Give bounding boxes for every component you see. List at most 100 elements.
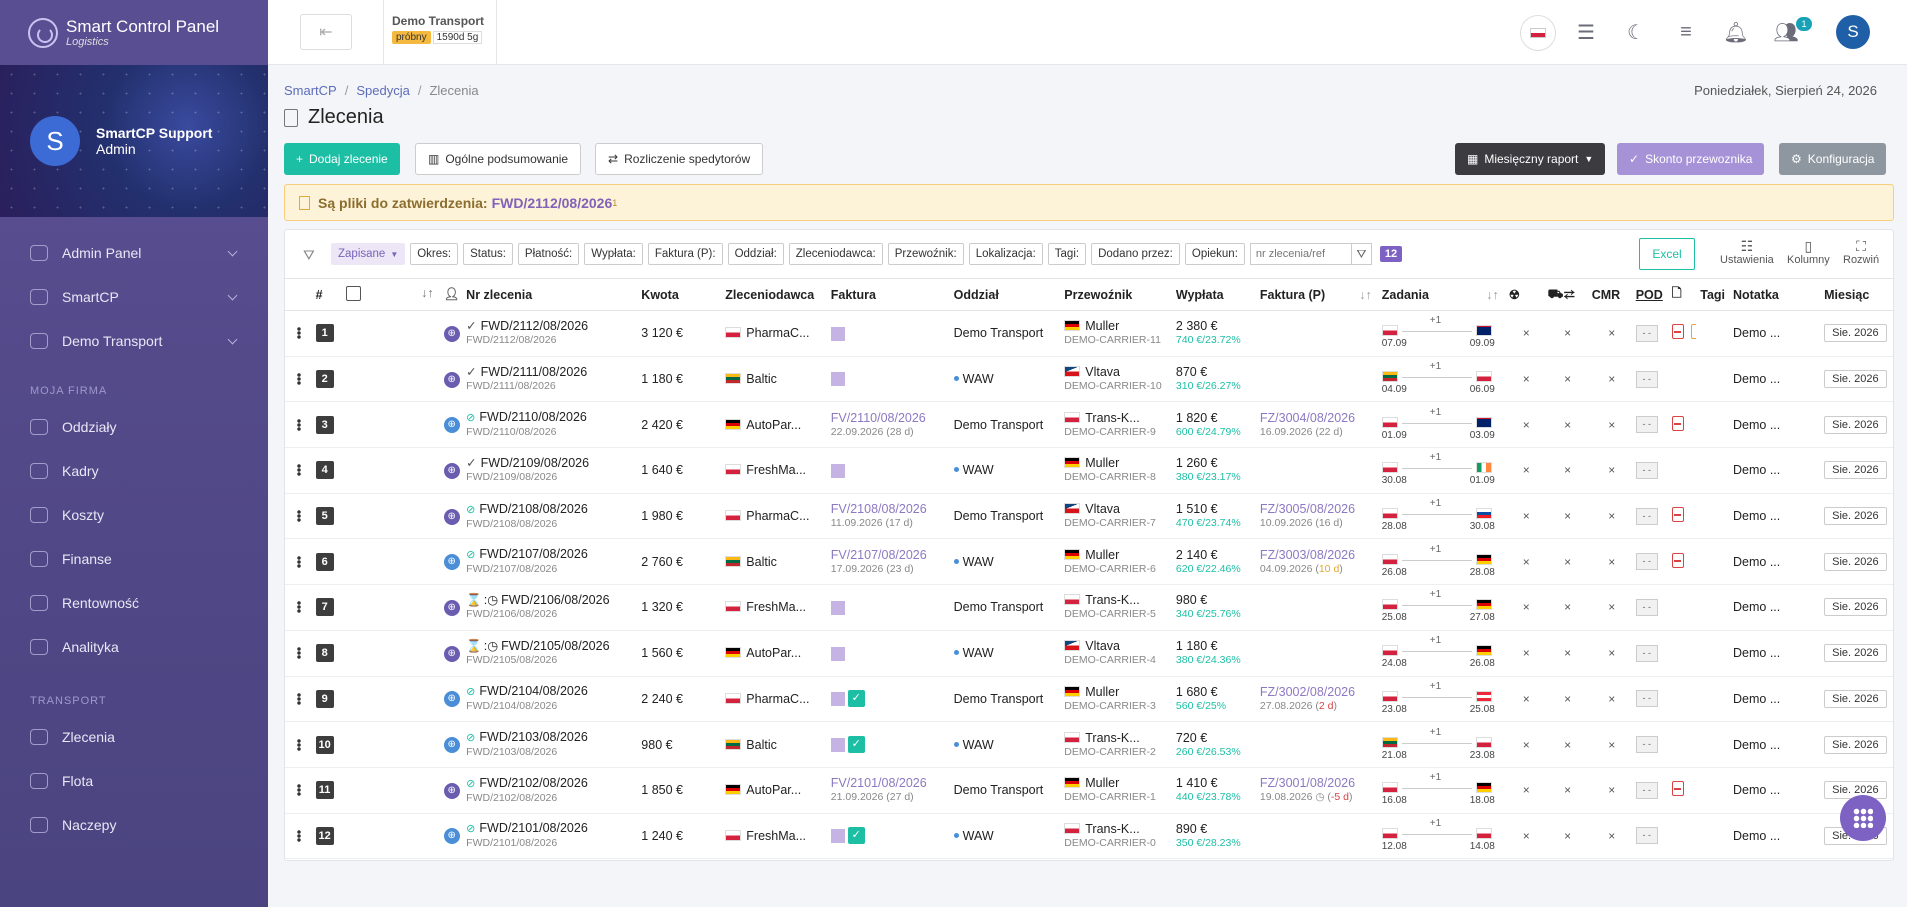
breadcrumb-spedycja[interactable]: Spedycja [356,83,410,98]
row-menu-icon[interactable] [297,601,301,614]
sidebar-item-naczepy[interactable]: Naczepy [0,803,268,847]
row-menu-icon[interactable] [297,464,301,477]
skonto-button[interactable]: ✓ Skonto przewoznika [1617,143,1765,175]
filter-chip[interactable]: Oddział: [727,243,784,265]
route[interactable]: +1 30.08 01.09 [1381,452,1495,488]
route[interactable]: +1 25.08 27.08 [1381,589,1495,625]
month-button[interactable]: Sie. 2026 [1824,324,1887,343]
table-row[interactable]: 2 ⊕ ✓ FWD/2111/08/2026 FWD/2111/08/2026 1 … [285,356,1893,403]
sidebar-item-rentowność[interactable]: Rentowność [0,581,268,625]
month-button[interactable]: Sie. 2026 [1824,689,1887,708]
col-branch[interactable]: Oddział [949,278,1061,311]
carrier-name[interactable]: Trans-K... [1085,821,1140,836]
carrier-name[interactable]: Vltava [1085,639,1121,654]
carrier-invoice-link[interactable]: FZ/3002/08/2026 [1259,684,1356,699]
pdf-icon[interactable] [1671,324,1684,340]
users-icon[interactable]: 👥︎ [1773,21,1799,44]
invoice-placeholder[interactable] [830,326,845,341]
col-tags[interactable]: Tagi [1696,278,1729,311]
pod-status[interactable]: - - [1635,370,1658,388]
summary-button[interactable]: ▥ Ogólne podsumowanie [415,143,582,175]
table-row[interactable]: 6 ⊕ ⊘ FWD/2107/08/2026 FWD/2107/08/2026 2 … [285,538,1893,586]
order-number[interactable]: FWD/2104/08/2026 [479,684,588,699]
row-menu-icon[interactable] [297,692,301,705]
alert-order-link[interactable]: FWD/2112/08/2026 [491,194,613,211]
carrier-name[interactable]: Muller [1085,776,1120,791]
table-row[interactable]: 4 ⊕ ✓ FWD/2109/08/2026 FWD/2109/08/2026 1 … [285,447,1893,494]
brand[interactable]: Smart Control Panel Logistics [0,0,268,65]
avatar[interactable]: S [30,116,80,166]
route[interactable]: +1 01.09 03.09 [1381,407,1495,443]
route[interactable]: +1 07.09 09.09 [1381,315,1495,351]
month-button[interactable]: Sie. 2026 [1824,507,1887,526]
order-number[interactable]: FWD/2112/08/2026 [480,319,589,334]
order-number[interactable]: FWD/2109/08/2026 [480,456,590,471]
order-number[interactable]: FWD/2103/08/2026 [479,730,588,745]
select-all-checkbox[interactable]: ↓↑ [342,278,440,311]
excel-export-button[interactable]: Excel [1639,238,1695,270]
col-order-number[interactable]: Nr zlecenia [462,278,638,311]
col-amount[interactable]: Kwota [637,278,722,311]
invoice-approved-icon[interactable]: ✓ [847,827,865,845]
filter-chip[interactable]: Faktura (P): [647,243,723,265]
pod-status[interactable]: - - [1635,736,1658,754]
invoice-approved-icon[interactable]: ✓ [847,736,865,754]
table-row[interactable]: 5 ⊕ ⊘ FWD/2108/08/2026 FWD/2108/08/2026 1 … [285,493,1893,540]
route[interactable]: +1 23.08 25.08 [1381,681,1495,717]
month-button[interactable]: Sie. 2026 [1824,644,1887,663]
invoice-link[interactable]: FV/2110/08/2026 [830,410,926,425]
row-menu-icon[interactable] [297,784,301,797]
order-number[interactable]: FWD/2105/08/2026 [501,639,610,654]
month-button[interactable]: Sie. 2026 [1824,415,1887,434]
invoice-placeholder[interactable] [830,646,845,661]
row-menu-icon[interactable] [297,418,301,431]
row-menu-icon[interactable] [297,738,301,751]
filter-chip[interactable]: Lokalizacja: [968,243,1043,265]
table-row[interactable]: 11 ⊕ ⊘ FWD/2102/08/2026 FWD/2102/08/2026 1… [285,767,1893,814]
filter-chip[interactable]: Zleceniodawca: [788,243,883,265]
carrier-name[interactable]: Trans-K... [1085,593,1140,608]
pod-status[interactable]: - - [1635,324,1658,342]
monthly-report-button[interactable]: ▦ Miesięczny raport ▼ [1455,143,1606,175]
invoice-placeholder[interactable] [830,372,845,387]
filter-chip[interactable]: Status: [463,243,513,265]
row-menu-icon[interactable] [297,555,301,568]
carrier-name[interactable]: Muller [1085,319,1120,334]
order-number[interactable]: FWD/2108/08/2026 [479,501,588,516]
sidebar-item-zlecenia[interactable]: Zlecenia [0,715,268,759]
sidebar-item-finanse[interactable]: Finanse [0,537,268,581]
table-row[interactable]: 8 ⊕ ⌛:◷ FWD/2105/08/2026 FWD/2105/08/2026 … [285,630,1893,677]
col-payout[interactable]: Wypłata [1171,278,1256,311]
company-switcher[interactable]: Demo Transport próbny 1590d 5g [383,0,497,65]
carrier-name[interactable]: Vltava [1085,502,1121,517]
filter-chip[interactable]: Przewoźnik: [887,243,964,265]
month-button[interactable]: Sie. 2026 [1824,552,1887,571]
col-client[interactable]: Zleceniodawca [721,278,827,311]
language-button[interactable] [1520,15,1556,51]
saved-filters-dropdown[interactable]: Zapisane ▼ [331,243,406,265]
invoice-placeholder[interactable] [830,463,845,478]
pdf-icon[interactable] [1671,552,1684,568]
route[interactable]: +1 24.08 26.08 [1381,635,1495,671]
row-menu-icon[interactable] [297,829,301,842]
filter-chip[interactable]: Dodano przez: [1091,243,1180,265]
menu-icon[interactable]: ≡ [1680,20,1692,43]
carrier-invoice-link[interactable]: FZ/3003/08/2026 [1259,547,1356,562]
carrier-invoice-link[interactable]: FZ/3004/08/2026 [1259,410,1356,425]
route[interactable]: +1 28.08 30.08 [1381,498,1495,534]
pod-status[interactable]: - - [1635,507,1658,525]
carrier-name[interactable]: Trans-K... [1085,730,1140,745]
pod-status[interactable]: - - [1635,781,1658,799]
carrier-name[interactable]: Muller [1085,456,1120,471]
order-number[interactable]: FWD/2107/08/2026 [479,547,588,562]
route[interactable]: +1 04.09 06.09 [1381,361,1495,397]
route[interactable]: +1 12.08 14.08 [1381,818,1495,854]
invoice-link[interactable]: FV/2107/08/2026 [830,547,927,562]
sidebar-item-smartcp[interactable]: SmartCP [0,275,268,319]
table-row[interactable]: 10 ⊕ ⊘ FWD/2103/08/2026 FWD/2103/08/2026 9… [285,721,1893,768]
order-number[interactable]: FWD/2111/08/2026 [480,365,588,380]
filter-apply-icon[interactable]: ⛛ [1351,243,1372,265]
col-cmr[interactable]: CMR [1587,278,1632,311]
pod-status[interactable]: - - [1635,644,1658,662]
col-invoice[interactable]: Faktura [826,278,950,311]
